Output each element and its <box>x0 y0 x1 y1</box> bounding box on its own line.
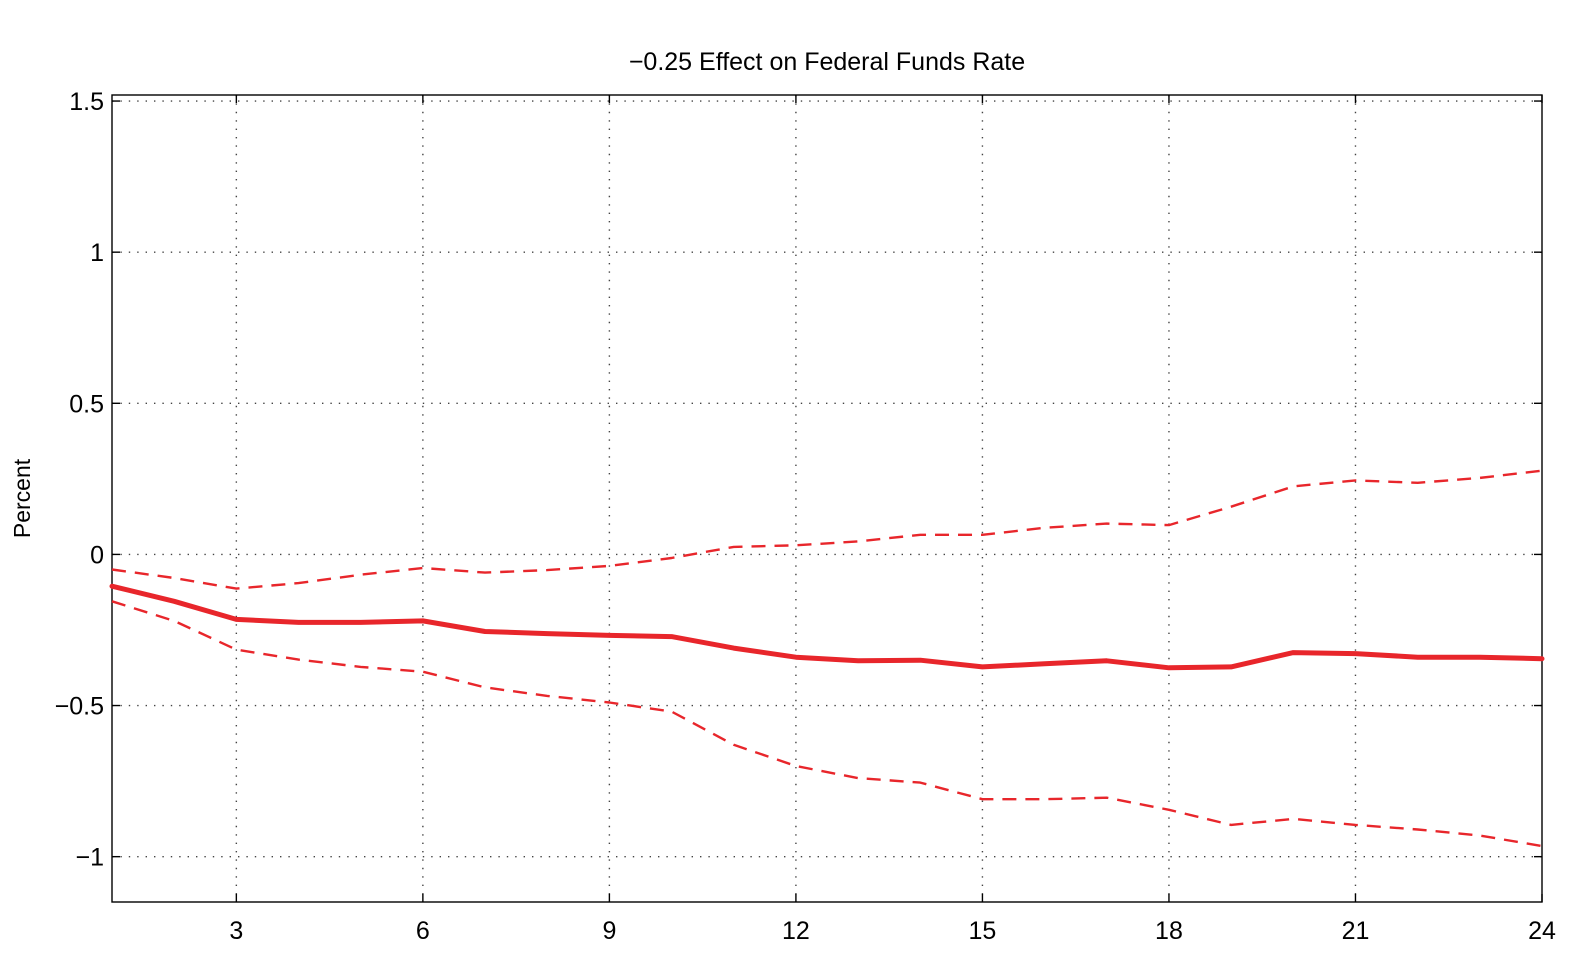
x-tick-label: 6 <box>416 917 430 945</box>
chart-title: −0.25 Effect on Federal Funds Rate <box>629 48 1025 76</box>
y-tick-label: −1 <box>75 844 104 872</box>
x-tick-label: 9 <box>602 917 616 945</box>
y-tick-label: 0 <box>90 541 104 569</box>
y-tick-label: 1.5 <box>69 88 104 116</box>
series-lines <box>109 469 1545 848</box>
x-tick-label: 3 <box>229 917 243 945</box>
y-axis-label: Percent <box>9 458 35 538</box>
x-tick-label: 12 <box>782 917 810 945</box>
x-tick-label: 15 <box>969 917 997 945</box>
y-tick-label: 1 <box>90 239 104 267</box>
tick-marks <box>112 95 1543 902</box>
axes-frame <box>111 94 1543 903</box>
y-tick-labels: 1.5 1 0.5 0 −0.5 −1 <box>55 88 104 872</box>
x-tick-label: 18 <box>1155 917 1183 945</box>
x-tick-label: 24 <box>1528 917 1556 945</box>
lower-band-line <box>111 600 1543 848</box>
estimate-line <box>109 583 1545 671</box>
upper-band-line <box>111 469 1543 590</box>
x-tick-label: 21 <box>1342 917 1370 945</box>
y-tick-label: −0.5 <box>55 693 104 721</box>
grid <box>112 95 1542 902</box>
x-tick-labels: 3 6 9 12 15 18 21 24 <box>229 917 1556 945</box>
y-tick-label: 0.5 <box>69 390 104 418</box>
